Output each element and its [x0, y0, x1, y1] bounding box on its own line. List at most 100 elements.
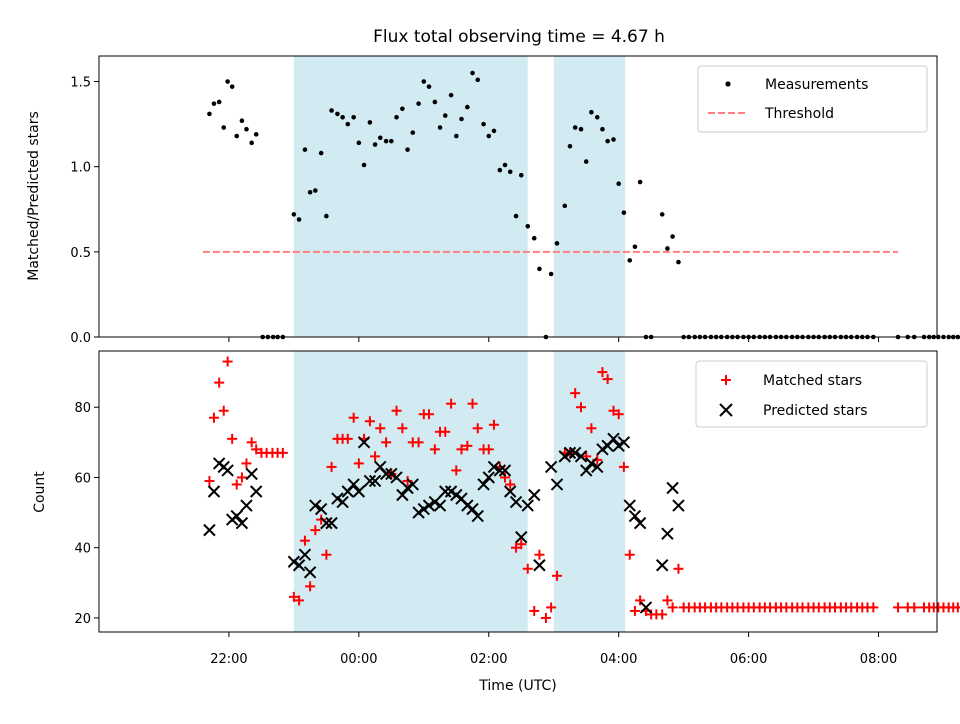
predicted-point-b: [298, 548, 312, 561]
measurement-point: [383, 138, 389, 144]
predicted-point-b: [325, 516, 338, 530]
predicted-point: [357, 436, 371, 449]
predicted-point: [314, 502, 328, 516]
predicted-point: [487, 460, 501, 474]
predicted-point: [585, 457, 598, 470]
matched-point: [540, 612, 551, 623]
measurement-point: [372, 142, 378, 147]
matched-point: [893, 602, 904, 613]
predicted-point: [320, 516, 333, 530]
x-tick-label: 04:00: [600, 652, 637, 667]
matched-point: [348, 412, 359, 423]
measurement-point: [518, 172, 524, 178]
predicted-point: [406, 478, 419, 491]
predicted-point: [390, 471, 403, 484]
predicted-point-b: [309, 499, 322, 512]
measurement-point: [340, 115, 345, 120]
measurement-point: [637, 179, 643, 185]
measurement-point: [554, 241, 560, 246]
measurement-point: [324, 213, 329, 219]
measurement-point: [531, 235, 537, 241]
measurement-point: [525, 224, 531, 229]
measurement-point: [367, 120, 373, 125]
predicted-point: [235, 516, 249, 530]
predicted-point-b: [203, 523, 216, 537]
matched-point: [529, 605, 540, 616]
predicted-point-b: [347, 478, 360, 491]
matched-point: [413, 437, 424, 448]
matched-point: [246, 437, 257, 448]
top-x-ticks: [228, 337, 880, 342]
predicted-point-b: [528, 488, 541, 502]
measurement-point: [632, 244, 638, 250]
y-tick-label: 1.0: [70, 161, 91, 176]
matched-point: [204, 475, 215, 486]
measurement-point: [361, 162, 367, 168]
measurement-point: [946, 334, 951, 340]
predicted-point-b: [368, 474, 382, 488]
matched-point: [299, 535, 310, 546]
matched-point: [375, 423, 386, 434]
measurement-point: [513, 213, 519, 219]
predicted-point-b: [498, 464, 512, 477]
measurement-point: [578, 126, 584, 132]
measurement-point: [448, 92, 454, 98]
x-axis-label: Time (UTC): [478, 678, 556, 694]
predicted-point-b: [656, 559, 669, 572]
matched-point: [316, 514, 327, 525]
predicted-point: [661, 527, 674, 540]
predicted-point-b: [385, 467, 398, 481]
measurement-point: [507, 169, 513, 175]
matched-point: [522, 563, 533, 574]
predicted-point: [249, 485, 263, 498]
measurement-point: [225, 79, 230, 84]
matched-point: [576, 402, 587, 413]
measurement-point: [229, 84, 235, 89]
matched-point: [673, 563, 684, 574]
predicted-point-b: [461, 499, 474, 512]
predicted-point-b: [544, 460, 558, 474]
x-tick-label: 22:00: [210, 652, 247, 667]
predicted-point-b: [444, 485, 458, 498]
measurement-point: [453, 133, 459, 139]
top-axes-frame: [98, 55, 938, 338]
predicted-point-b: [639, 601, 653, 614]
legend-matched-label: Matched stars: [763, 373, 862, 389]
measurement-point: [470, 70, 475, 76]
matched-point: [391, 405, 402, 416]
bottom-y-ticks: 20 40 60 80: [74, 401, 99, 627]
predicted-point: [493, 464, 507, 477]
measurement-point: [345, 121, 351, 127]
measurement-point: [562, 203, 568, 209]
predicted-point: [617, 436, 631, 449]
predicted-point-b: [574, 450, 588, 463]
predicted-point-b: [477, 478, 490, 491]
predicted-point-b: [471, 509, 484, 523]
predicted-point: [363, 474, 377, 488]
predicted-point: [471, 509, 484, 523]
predicted-point-b: [292, 559, 306, 572]
predicted-point: [368, 474, 382, 488]
matched-point: [241, 458, 252, 469]
predicted-point-b: [466, 502, 479, 516]
matched-point: [451, 465, 462, 476]
predicted-point-b: [515, 530, 528, 544]
predicted-point-b: [439, 485, 452, 498]
predicted-point: [433, 499, 447, 512]
matched-point: [909, 602, 920, 613]
legend-threshold-label: Threshold: [764, 106, 834, 122]
predicted-point-b: [245, 467, 258, 481]
predicted-point: [482, 471, 495, 484]
predicted-point-b: [240, 499, 253, 512]
predicted-point: [352, 485, 366, 498]
predicted-point-b: [331, 492, 344, 505]
predicted-point: [230, 509, 243, 523]
predicted-point: [628, 509, 642, 523]
predicted-point: [591, 460, 604, 474]
predicted-point: [309, 499, 322, 512]
measurement-point: [377, 135, 383, 141]
measurement-point: [465, 104, 470, 110]
